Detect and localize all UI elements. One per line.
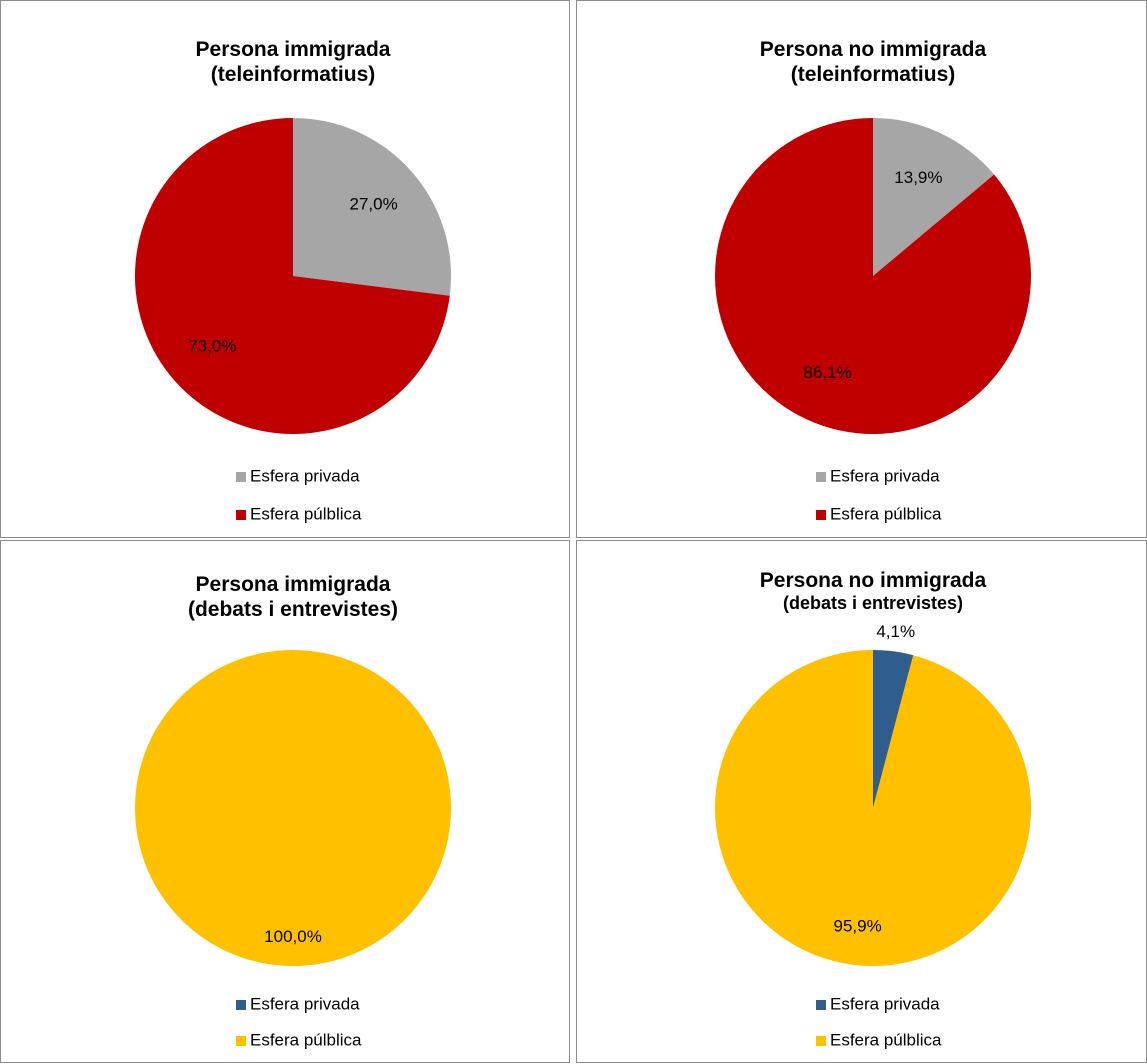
legend-swatch xyxy=(816,1000,826,1010)
pie-chart-svg: Persona immigrada(teleinformatius) 27,0% 7… xyxy=(134,38,451,523)
legend-entry: Esfera privada xyxy=(830,466,940,485)
pie-slice xyxy=(715,118,1032,434)
legend-entry: Esfera púlblica xyxy=(830,1030,942,1049)
pie-chart-svg: Persona immigrada(debats i entrevistes) 1… xyxy=(135,573,451,1049)
legend-entry: Esfera privada xyxy=(250,466,360,485)
chart-title-line: (teleinformatius) xyxy=(211,63,376,86)
chart-panel-immigrant-debates: Persona immigrada (debats i entrevistes) 1… xyxy=(0,540,570,1063)
legend-swatch xyxy=(816,472,826,482)
legend-entry: Esfera púlblica xyxy=(250,504,362,523)
chart-panel-non-immigrant-debates: Persona no immigrada (debats i entreviste… xyxy=(576,540,1147,1063)
chart-panel-immigrant-news: Persona immigrada (teleinformatius) 27,0% 7… xyxy=(0,0,570,538)
data-label: 13,9% xyxy=(894,168,942,187)
data-label: 86,1% xyxy=(803,363,851,382)
chart-title-line: (debats i entrevistes) xyxy=(188,598,398,621)
pie-slice xyxy=(134,117,450,435)
chart-title-line: Persona no immigrada xyxy=(760,569,987,592)
legend-swatch xyxy=(816,510,826,520)
legend-swatch xyxy=(236,1036,246,1046)
pie-slice xyxy=(715,650,1032,966)
chart-title-line: Persona no immigrada xyxy=(760,38,987,61)
legend-entry: Esfera privada xyxy=(830,994,940,1013)
legend-swatch xyxy=(236,1000,246,1010)
legend-swatch xyxy=(236,472,246,482)
legend-swatch xyxy=(236,510,246,520)
pie-slice xyxy=(873,650,914,808)
data-label: 100,0% xyxy=(264,927,322,946)
pie-chart-svg: Persona no immigrada(teleinformatius) 13,… xyxy=(715,38,1032,523)
data-label: 73,0% xyxy=(188,337,236,356)
legend-entry: Esfera privada xyxy=(250,994,360,1013)
pie-slice xyxy=(873,118,995,276)
chart-title-line: (debats i entrevistes) xyxy=(783,593,963,613)
data-label: 4,1% xyxy=(876,622,915,641)
chart-title-line: (teleinformatius) xyxy=(791,63,956,86)
legend-entry: Esfera púlblica xyxy=(830,504,942,523)
pie-chart-svg: Persona no immigrada(debats i entreviste… xyxy=(715,569,1032,1049)
chart-title-line: Persona immigrada xyxy=(196,573,391,596)
chart-panel-non-immigrant-news: Persona no immigrada (teleinformatius) 13,… xyxy=(576,0,1147,538)
legend-swatch xyxy=(816,1036,826,1046)
data-label: 95,9% xyxy=(833,917,881,936)
pie-slice xyxy=(293,118,451,296)
legend-entry: Esfera púlblica xyxy=(250,1030,362,1049)
pie-slice xyxy=(135,650,451,966)
chart-title-line: Persona immigrada xyxy=(196,38,391,61)
data-label: 27,0% xyxy=(349,194,397,213)
